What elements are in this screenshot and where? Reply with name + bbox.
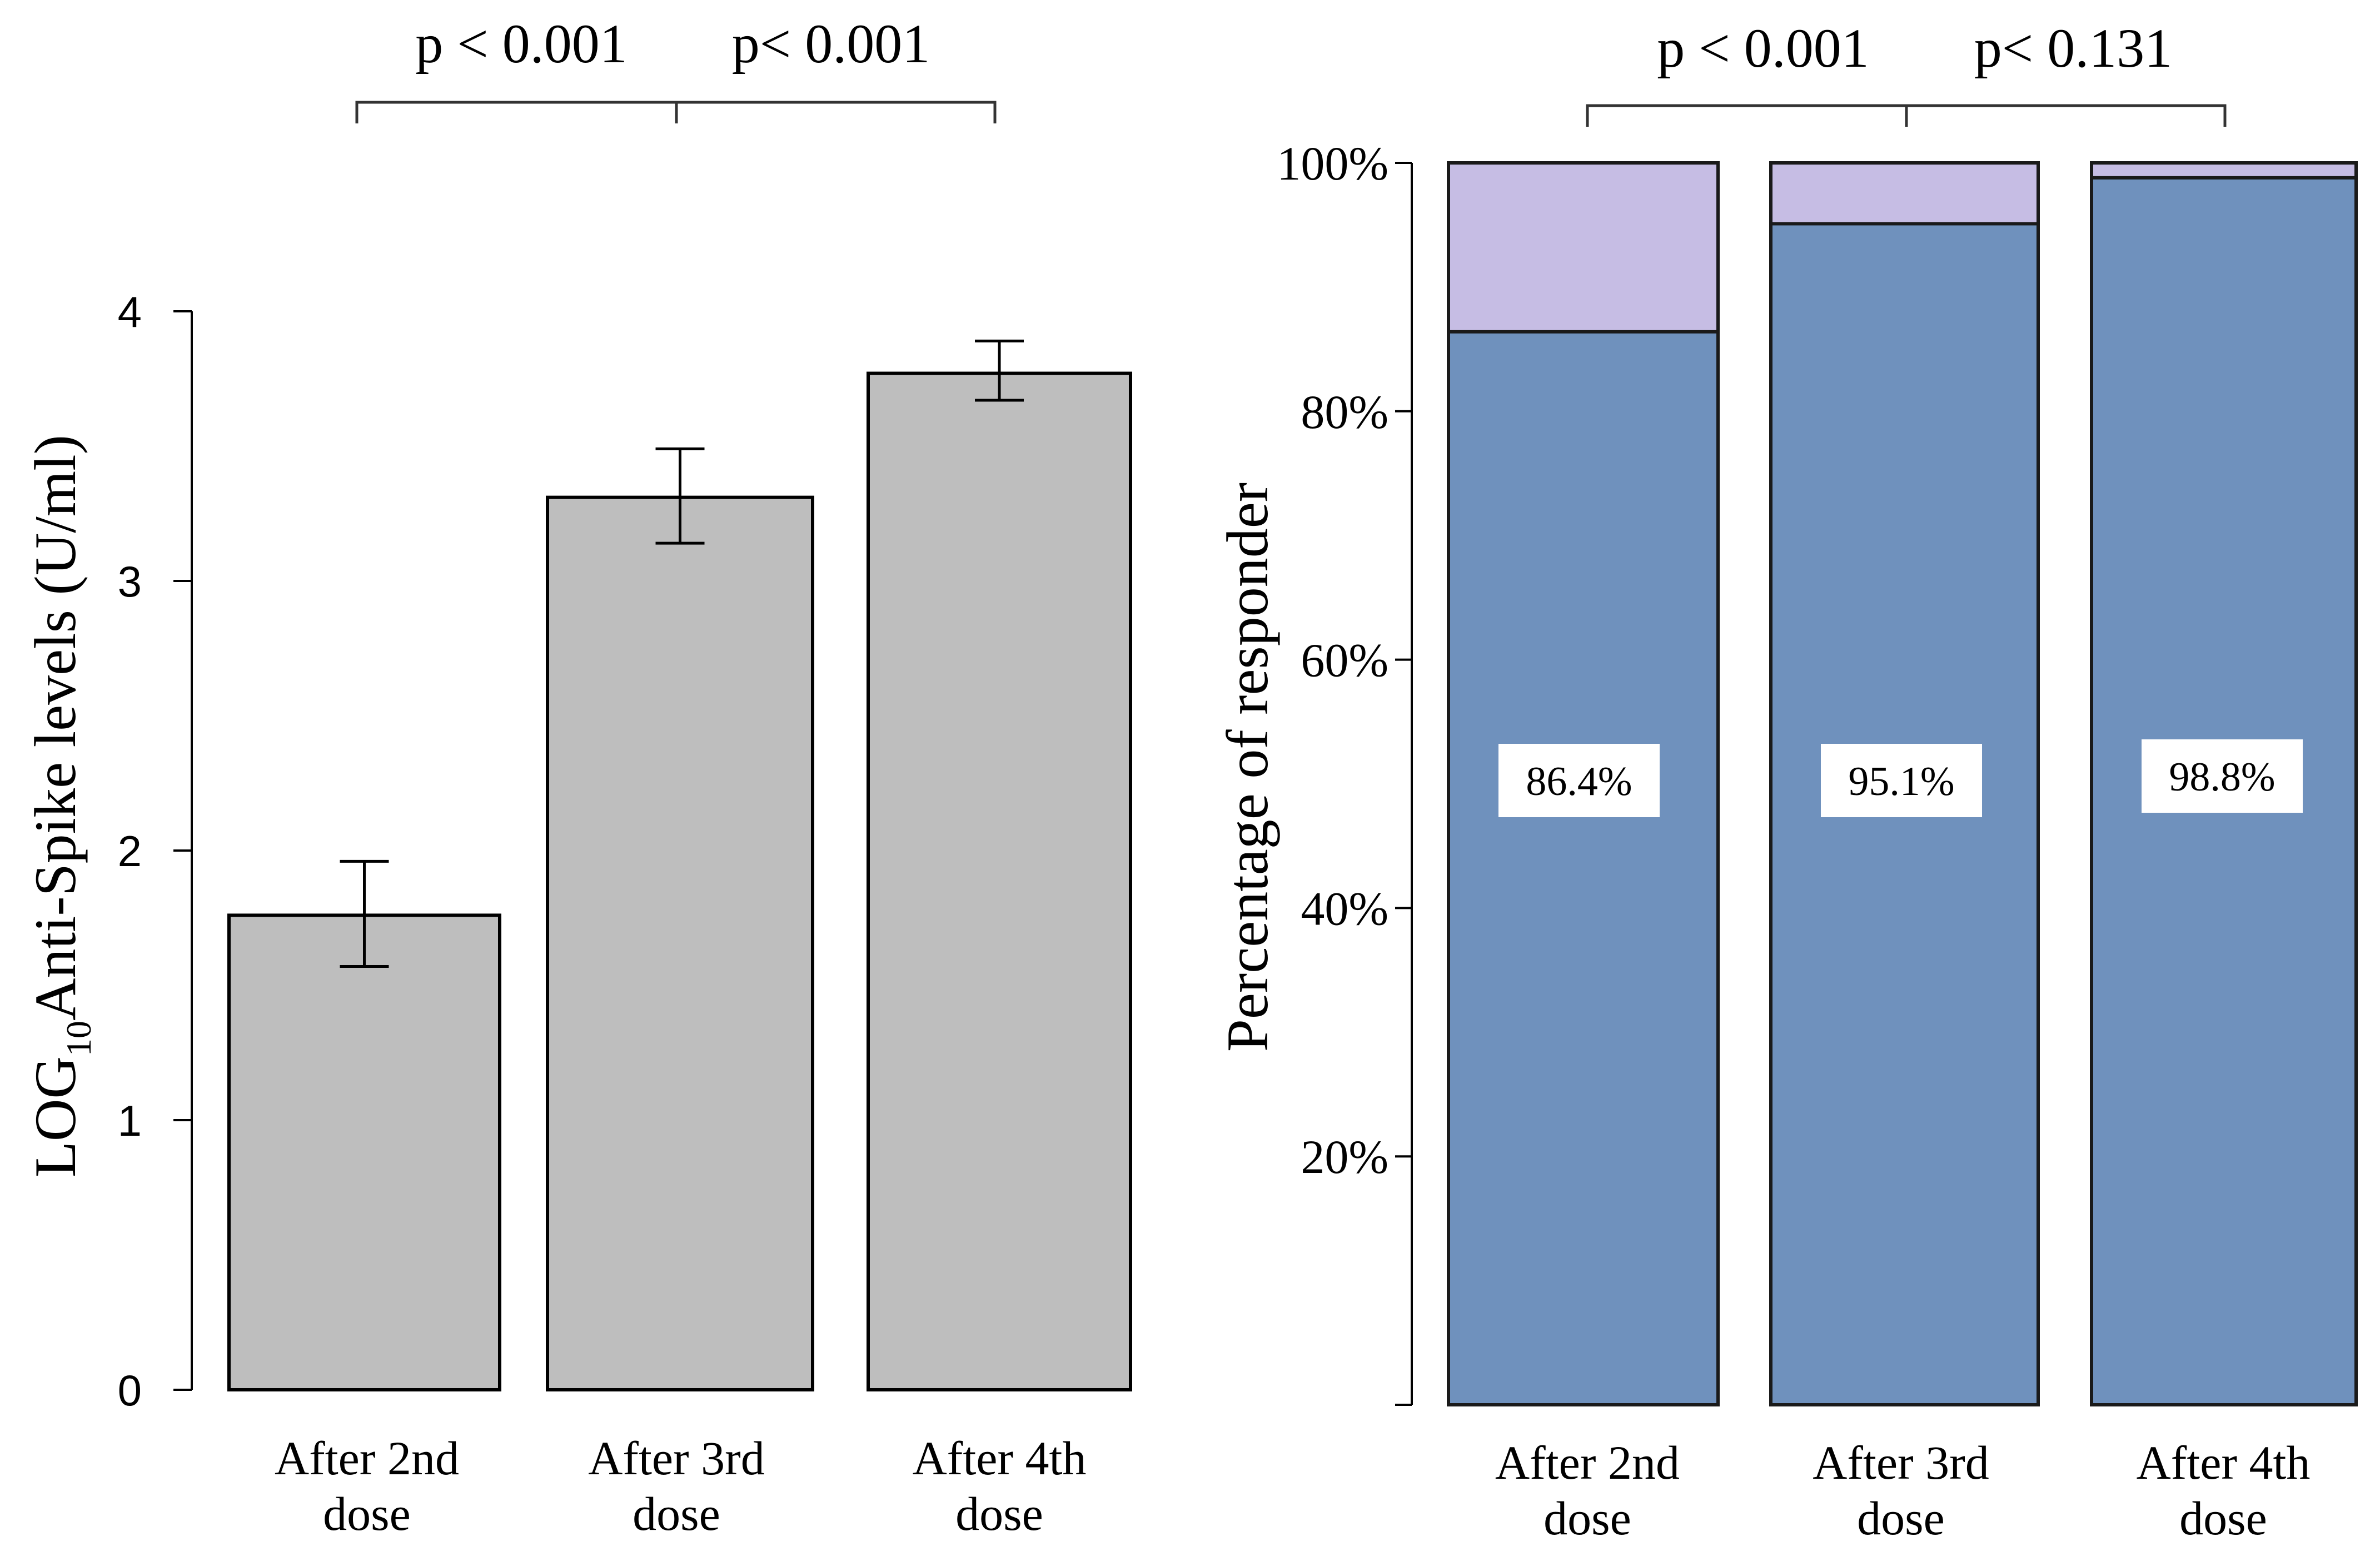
bar-3	[867, 371, 1132, 1391]
x-label-line1-1: After 2nd	[1495, 1436, 1680, 1489]
x-label-line2-1: dose	[1543, 1492, 1631, 1545]
left-error-bars	[340, 339, 1024, 968]
left-y-axis-label: LOG10Anti-Spike levels (U/ml)	[23, 435, 98, 1177]
x-label-line2-3: dose	[955, 1487, 1043, 1540]
x-label-line1-3: After 4th	[913, 1431, 1087, 1485]
x-label-line2-2: dose	[1857, 1492, 1945, 1545]
responder-stacked-bar-chart: 86.4% 95.1% 98.8% 20% 40% 60% 80% 100% After 2…	[1215, 17, 2358, 1545]
left-y-axis: 0 1 2 3 4	[118, 287, 193, 1415]
data-label-box-1	[1498, 744, 1660, 817]
bar-2	[546, 495, 814, 1391]
data-label-box-2	[1821, 744, 1982, 817]
y-tick-label-100: 100%	[1277, 137, 1388, 190]
right-stacked-bars	[1447, 161, 2358, 1406]
data-label-1: 86.4%	[1526, 759, 1632, 804]
x-label-line2-1: dose	[323, 1487, 411, 1540]
p-value-2: p< 0.001	[732, 13, 930, 74]
data-label-2: 95.1%	[1848, 759, 1954, 804]
responder-segment-1	[1447, 330, 1720, 1406]
p-value-1: p < 0.001	[1657, 17, 1869, 79]
y-tick-label-1: 1	[118, 1096, 142, 1145]
x-label-line1-2: After 3rd	[588, 1431, 765, 1485]
x-label-line2-3: dose	[2179, 1492, 2267, 1545]
y-tick-label-40: 40%	[1301, 882, 1388, 935]
y-tick-label-20: 20%	[1301, 1130, 1388, 1184]
y-tick-label-80: 80%	[1301, 385, 1388, 439]
y-tick-label-3: 3	[118, 557, 142, 606]
y-tick-label-60: 60%	[1301, 634, 1388, 687]
x-label-line1-1: After 2nd	[275, 1431, 459, 1485]
y-tick-label-4: 4	[118, 287, 142, 336]
data-label-3: 98.8%	[2169, 754, 2275, 800]
right-y-axis-label: Percentage of responder	[1215, 483, 1280, 1052]
left-significance-brackets: p < 0.001 p< 0.001	[355, 13, 997, 123]
y-tick-label-2: 2	[118, 827, 142, 876]
x-label-line1-2: After 3rd	[1813, 1436, 1989, 1489]
data-label-box-3	[2142, 739, 2303, 813]
x-label-line1-3: After 4th	[2137, 1436, 2311, 1489]
p-value-2: p< 0.131	[1974, 17, 2172, 79]
y-tick-label-0: 0	[118, 1366, 142, 1415]
p-value-1: p < 0.001	[415, 13, 627, 74]
x-label-line2-2: dose	[633, 1487, 720, 1540]
right-significance-brackets: p < 0.001 p< 0.131	[1586, 17, 2227, 127]
bar-1	[227, 913, 501, 1391]
right-data-labels: 86.4% 95.1% 98.8%	[1498, 739, 2303, 817]
right-y-axis: 20% 40% 60% 80% 100%	[1277, 137, 1413, 1406]
